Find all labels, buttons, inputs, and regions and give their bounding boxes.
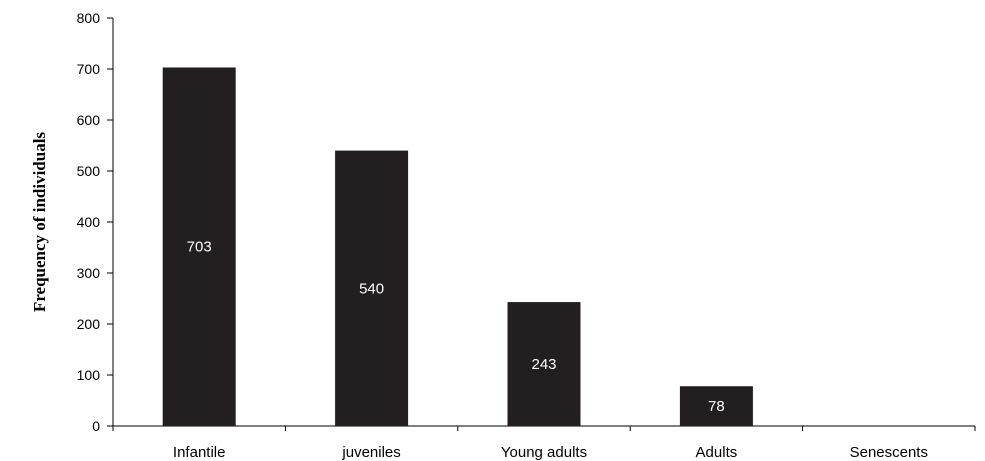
y-tick-label: 700 — [77, 61, 101, 77]
y-tick-label: 400 — [77, 214, 101, 230]
bar-value-label: 703 — [187, 239, 212, 256]
y-tick-label: 100 — [77, 367, 101, 383]
axes: 0 100 200 300 400 500 600 700 800 — [77, 10, 976, 434]
bar — [679, 386, 753, 426]
y-tick-label: 300 — [77, 265, 101, 281]
bar — [162, 67, 236, 426]
x-category-label: Young adults — [501, 444, 587, 461]
labels: 703 Infantile 540 juveniles 243 Young adults 7… — [173, 239, 928, 461]
bar-value-label: 540 — [359, 280, 384, 297]
bar-value-label: 78 — [708, 398, 725, 415]
y-tick-label: 200 — [77, 316, 101, 332]
bar — [335, 150, 409, 426]
x-category-label: Senescents — [850, 444, 928, 461]
y-tick-label: 500 — [77, 163, 101, 179]
y-tick-label: 800 — [77, 10, 101, 26]
x-category-label: Infantile — [173, 444, 226, 461]
bar-value-label: 243 — [531, 356, 556, 373]
bars — [162, 67, 753, 426]
x-category-label: juveniles — [341, 444, 400, 461]
y-axis-title: Frequency of individuals — [30, 132, 49, 312]
bar — [507, 302, 581, 426]
x-category-label: Adults — [696, 444, 738, 461]
y-tick-label: 600 — [77, 112, 101, 128]
y-tick-label: 0 — [92, 418, 100, 434]
